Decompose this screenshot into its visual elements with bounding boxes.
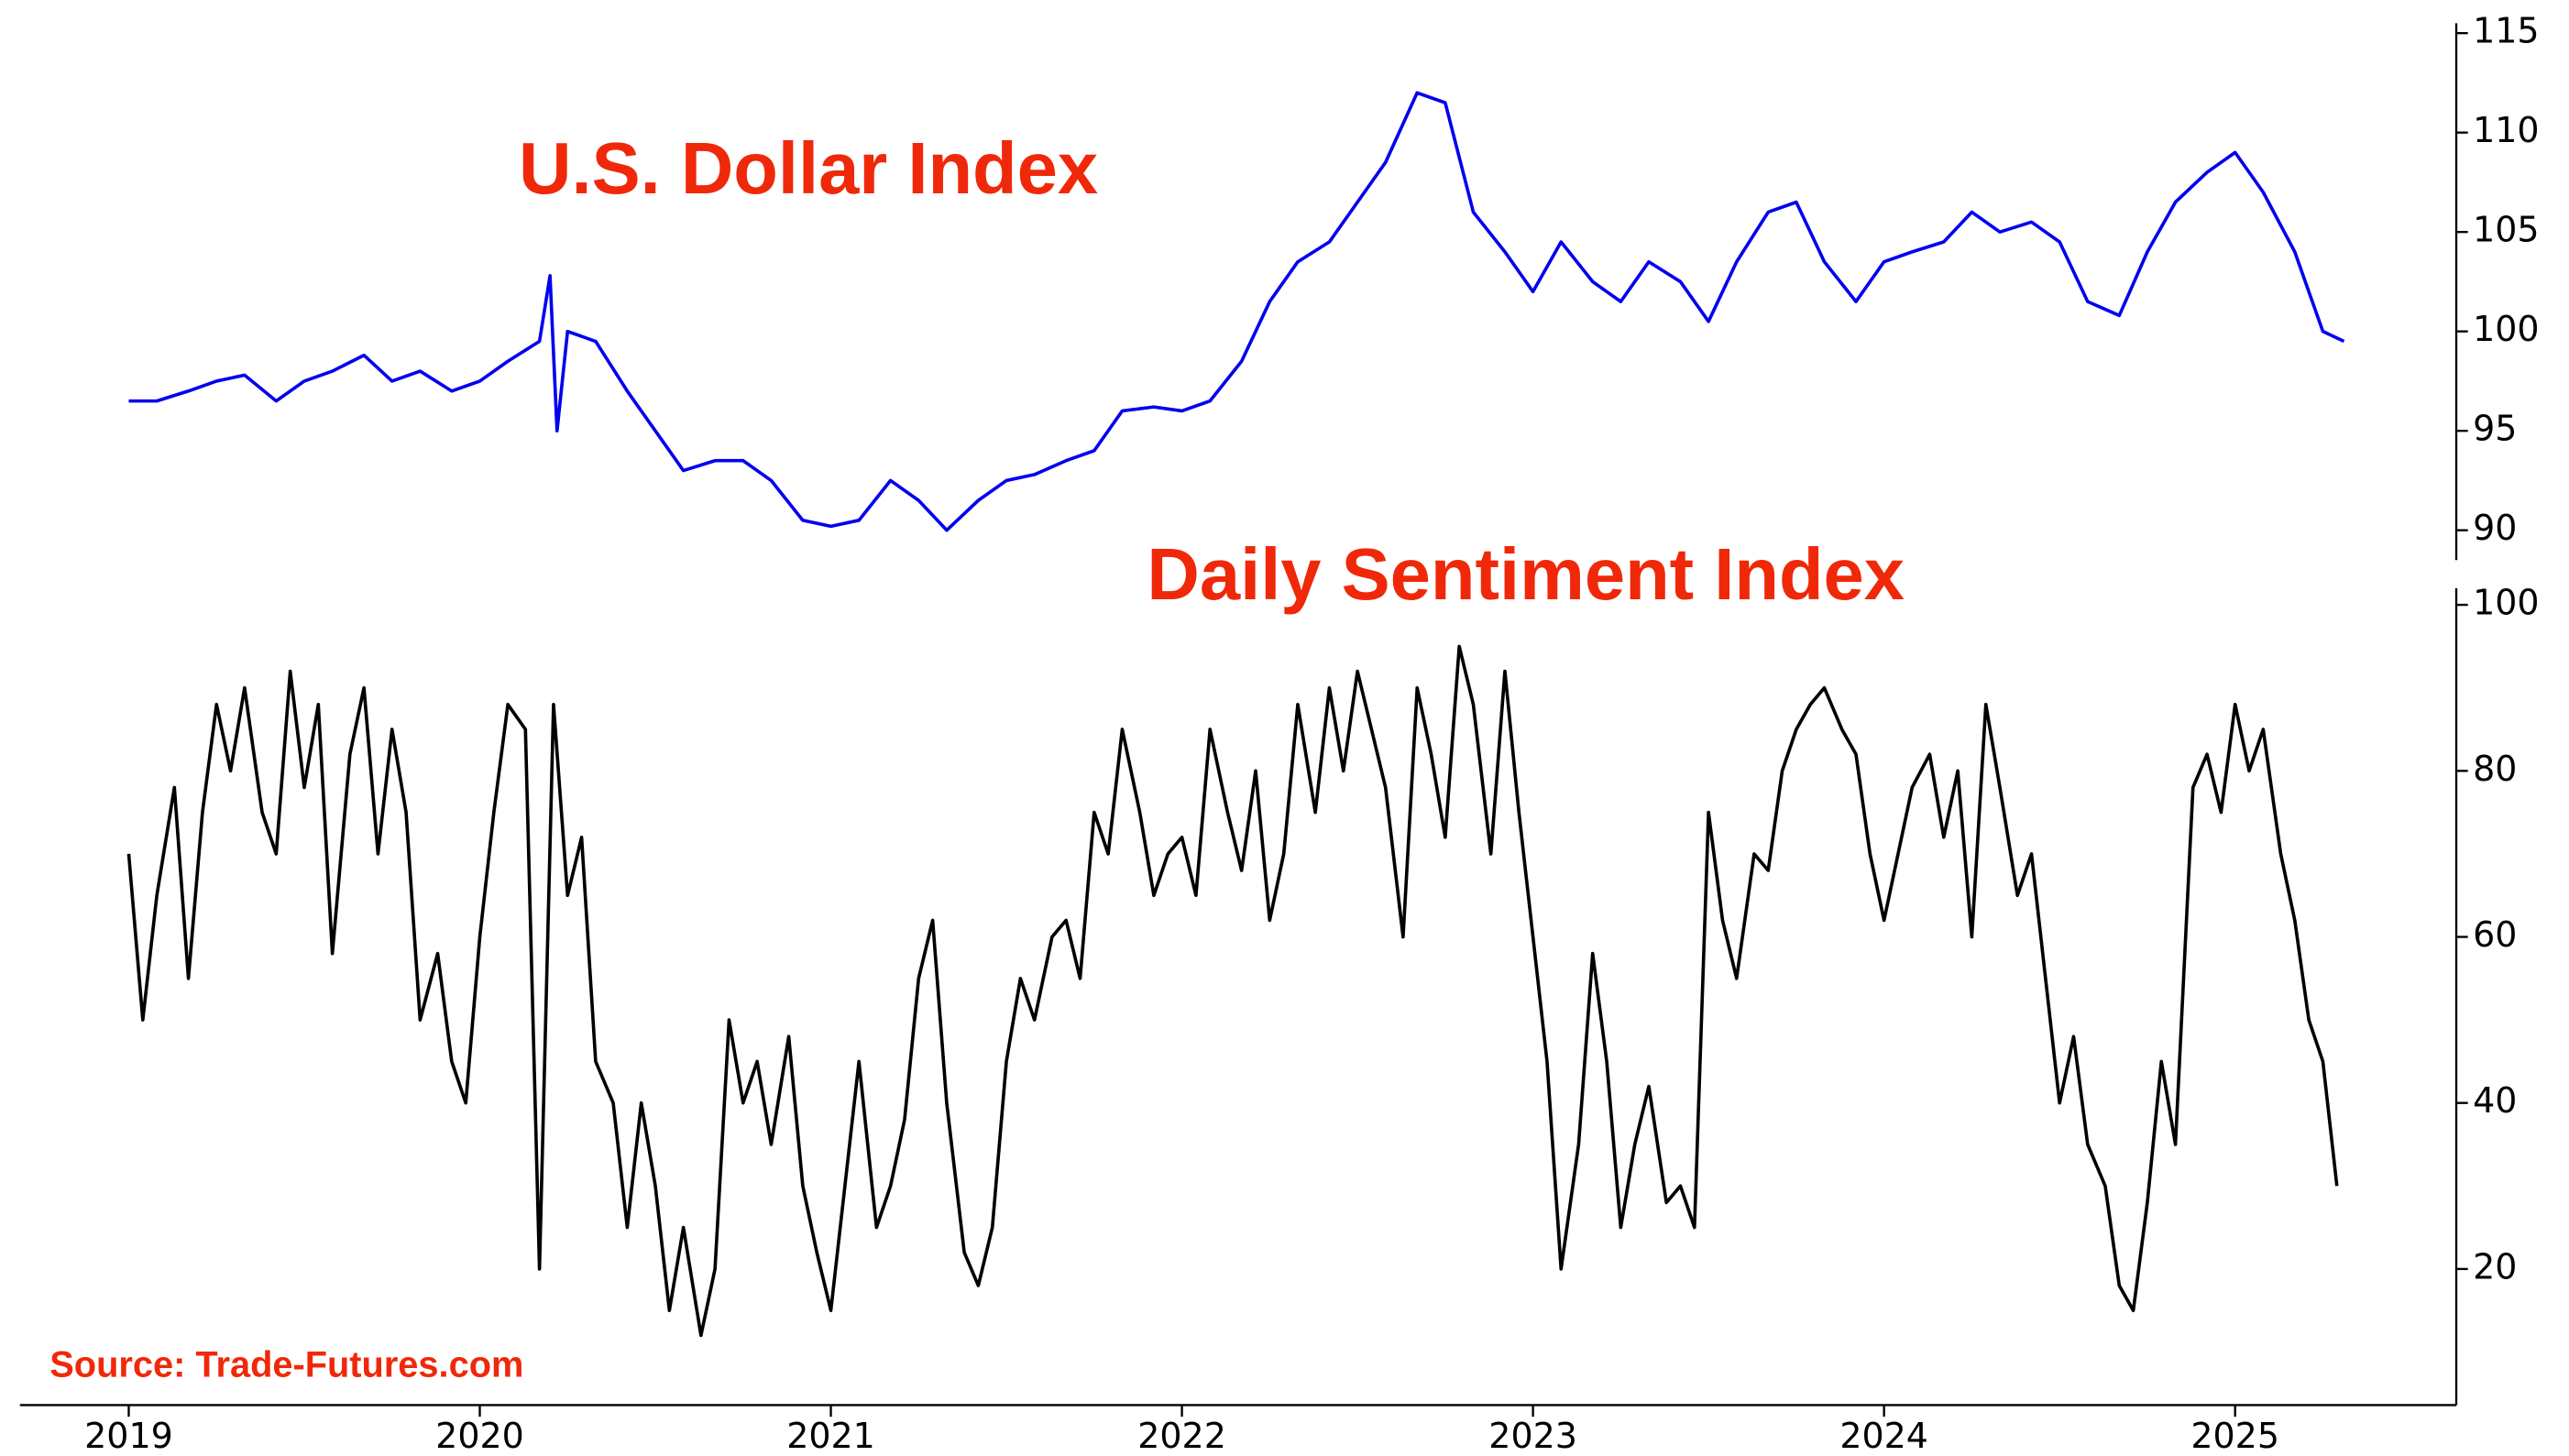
y-tick-label: 110 <box>2473 110 2539 150</box>
x-tick-label: 2023 <box>1488 1416 1577 1456</box>
x-tick-label: 2024 <box>1839 1416 1928 1456</box>
source-note: Source: Trade-Futures.com <box>49 1344 523 1385</box>
chart-title: U.S. Dollar Index <box>519 127 1098 209</box>
chart-title: Daily Sentiment Index <box>1147 533 1905 615</box>
data-line <box>128 91 2345 532</box>
x-tick-label: 2025 <box>2190 1416 2279 1456</box>
y-tick-label: 80 <box>2473 749 2517 789</box>
y-tick-label: 20 <box>2473 1246 2517 1286</box>
x-tick-label: 2022 <box>1137 1416 1226 1456</box>
x-tick-label: 2021 <box>786 1416 875 1456</box>
y-tick-label: 105 <box>2473 210 2539 250</box>
y-tick-label: 100 <box>2473 309 2539 349</box>
y-tick-label: 115 <box>2473 11 2539 51</box>
y-tick-label: 40 <box>2473 1080 2517 1121</box>
x-tick-label: 2019 <box>84 1416 173 1456</box>
y-tick-label: 90 <box>2473 508 2517 548</box>
x-tick-label: 2020 <box>435 1416 524 1456</box>
y-tick-label: 60 <box>2473 914 2517 955</box>
y-tick-label: 95 <box>2473 409 2517 449</box>
y-tick-label: 100 <box>2473 583 2539 623</box>
data-line <box>126 644 2339 1338</box>
